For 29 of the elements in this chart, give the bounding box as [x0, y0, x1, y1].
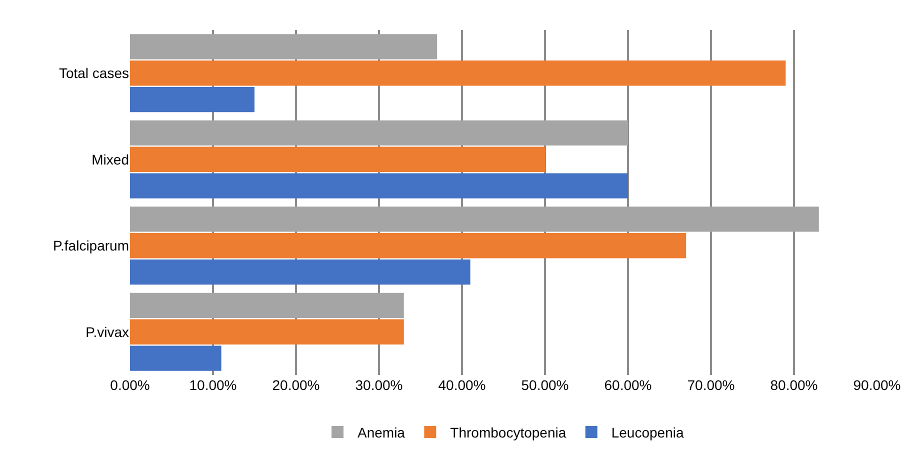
x-tick-label: 80.00% [770, 377, 818, 393]
bar [130, 233, 686, 258]
bar [130, 34, 438, 60]
x-tick-label: 90.00% [853, 377, 901, 393]
x-tick-label: 30.00% [355, 377, 403, 393]
x-tick-label: 70.00% [687, 377, 735, 393]
legend-label: Thrombocytopenia [450, 424, 566, 440]
x-tick-label: 0.00% [110, 377, 150, 393]
x-tick-label: 20.00% [272, 377, 320, 393]
bar [130, 87, 254, 112]
legend-label: Anemia [358, 424, 406, 440]
bar [130, 120, 628, 146]
x-tick-label: 40.00% [438, 377, 486, 393]
y-tick-label: Total cases [58, 65, 129, 82]
legend-label: Leucopenia [611, 424, 684, 440]
bar [130, 319, 404, 344]
x-tick-label: 50.00% [521, 377, 569, 393]
bar [130, 173, 628, 198]
y-tick-label: P.vivax [86, 324, 129, 340]
bar [130, 206, 819, 232]
bar [130, 292, 404, 318]
x-tick-label: 60.00% [604, 377, 652, 393]
bar [130, 260, 470, 285]
y-tick-label: Mixed [92, 151, 129, 168]
bar [130, 60, 786, 86]
bar [130, 346, 222, 371]
y-tick-label: P.falciparum [52, 238, 129, 254]
bar [130, 146, 545, 172]
x-tick-label: 10.00% [189, 377, 237, 393]
